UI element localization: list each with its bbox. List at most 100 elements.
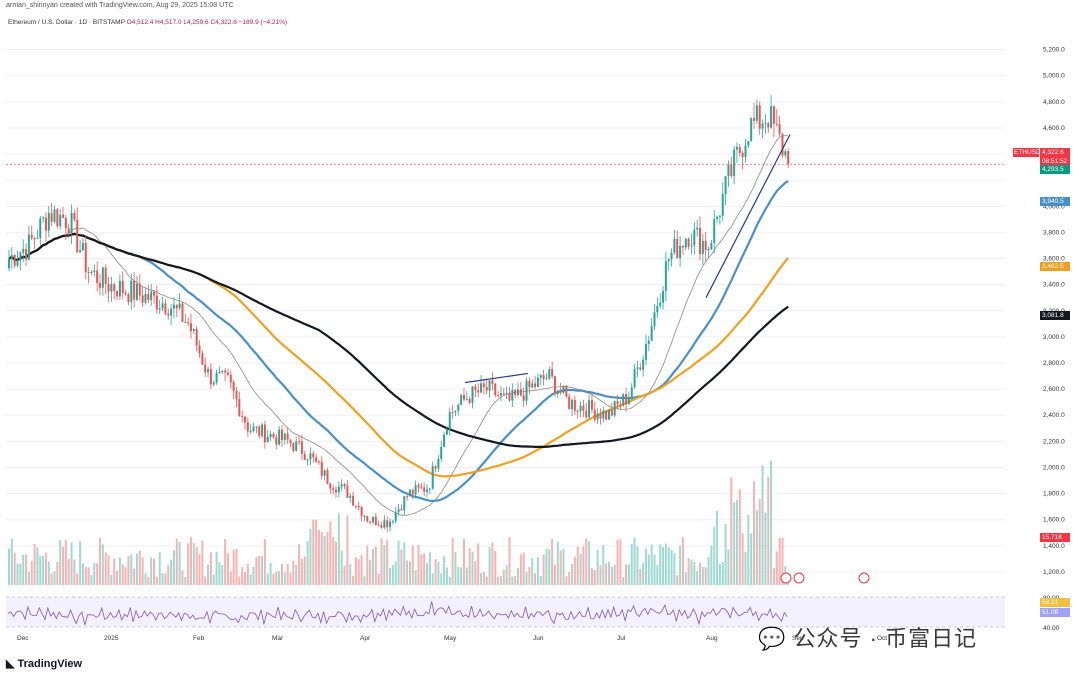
candle-body <box>679 245 682 259</box>
volume-bar <box>161 573 164 585</box>
volume-bar <box>753 481 756 585</box>
volume-bar <box>485 576 488 585</box>
candle-body <box>502 393 505 395</box>
volume-bar <box>352 575 355 585</box>
price-tag-bg <box>1040 608 1070 617</box>
candle-body <box>576 410 579 412</box>
volume-bar <box>340 550 343 585</box>
volume-bar <box>312 519 315 585</box>
candle-body <box>130 280 133 303</box>
volume-bar <box>363 576 366 585</box>
price-axis-label: 3,600.0 <box>1043 256 1065 263</box>
volume-bar <box>755 510 758 585</box>
candle-body <box>744 145 747 157</box>
volume-bar <box>528 566 531 585</box>
candle-body <box>343 484 346 487</box>
candle-body <box>306 459 309 461</box>
candle-body <box>141 295 144 303</box>
price-tag-label-bg <box>1013 148 1039 157</box>
price-axis-label: 2,000.0 <box>1043 464 1065 471</box>
volume-bar <box>269 562 272 585</box>
candle-body <box>468 398 471 403</box>
volume-bar <box>468 548 471 585</box>
candle-body <box>155 295 158 310</box>
time-axis-label: Mar <box>272 635 284 642</box>
candle-body <box>713 218 716 244</box>
candle-body <box>625 394 628 405</box>
volume-bar <box>306 541 309 585</box>
candle-body <box>471 386 474 403</box>
candle-body <box>784 151 787 156</box>
volume-bar <box>317 529 320 585</box>
candle-body <box>289 439 292 444</box>
volume-bar <box>613 564 616 585</box>
volume-bar <box>121 564 124 585</box>
candle-body <box>684 238 687 248</box>
candle-body <box>730 164 733 177</box>
candle-body <box>269 433 272 437</box>
volume-bar <box>551 539 554 585</box>
candle-body <box>528 380 531 388</box>
volume-bar <box>366 545 369 585</box>
candle-body <box>64 217 67 229</box>
candle-body <box>781 133 784 156</box>
candle-body <box>443 434 446 447</box>
volume-bar <box>320 532 323 585</box>
candle-body <box>764 123 767 125</box>
volume-bar <box>718 563 721 585</box>
volume-bar <box>263 539 266 585</box>
candle-body <box>613 401 616 416</box>
candle-body <box>627 397 630 405</box>
candle-body <box>62 214 65 218</box>
volume-bar <box>713 526 716 585</box>
candle-body <box>525 380 528 401</box>
candle-body <box>508 392 511 401</box>
volume-bar <box>670 549 673 585</box>
volume-bar <box>664 543 667 585</box>
price-axis-label: 1,600.0 <box>1043 517 1065 524</box>
volume-bar <box>662 546 665 585</box>
economic-event-icon <box>858 572 870 584</box>
volume-bar <box>667 547 670 585</box>
price-tag-bg <box>1040 197 1070 206</box>
candle-body <box>87 272 90 274</box>
price-axis-label: 5,200.0 <box>1043 47 1065 54</box>
volume-bar <box>673 553 676 585</box>
candle-body <box>261 424 264 436</box>
candle-body <box>295 441 298 451</box>
volume-bar <box>559 550 562 585</box>
volume-bar <box>79 541 82 585</box>
candle-body <box>303 453 306 460</box>
candle-body <box>201 353 204 365</box>
volume-bar <box>349 564 352 585</box>
candle-body <box>440 446 443 459</box>
price-axis-label: 1,800.0 <box>1043 491 1065 498</box>
volume-bar <box>579 553 582 585</box>
candle-body <box>454 410 457 413</box>
candle-body <box>545 378 548 380</box>
candle-body <box>8 258 10 269</box>
candle-body <box>571 399 574 410</box>
price-tag-bg <box>1040 311 1070 320</box>
candle-body <box>778 124 781 134</box>
volume-bar <box>377 573 380 585</box>
candle-body <box>275 437 278 445</box>
candle-body <box>167 313 170 316</box>
candle-body <box>309 453 312 460</box>
volume-bar <box>335 541 338 585</box>
volume-bar <box>502 569 505 585</box>
volume-bar <box>36 547 39 585</box>
volume-bar <box>189 537 192 585</box>
candle-body <box>207 368 210 373</box>
candle-body <box>687 238 690 247</box>
candle-body <box>363 516 366 518</box>
price-axis-label: 4,000.0 <box>1043 203 1065 210</box>
candle-body <box>644 344 647 360</box>
candle-body <box>536 377 539 388</box>
candle-body <box>209 368 212 385</box>
volume-bar <box>50 573 53 585</box>
volume-bar <box>650 544 653 585</box>
candle-body <box>511 389 514 401</box>
candle-body <box>608 410 610 420</box>
